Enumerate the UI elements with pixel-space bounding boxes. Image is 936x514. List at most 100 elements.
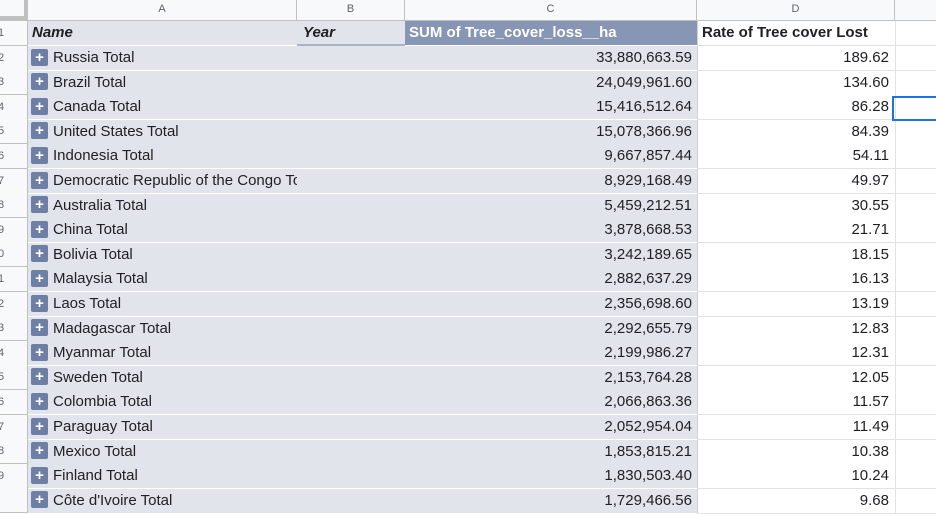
sum-cell[interactable]: 2,882,637.29 <box>405 267 697 293</box>
sum-cell[interactable]: 2,052,954.04 <box>405 415 697 440</box>
column-header-d[interactable]: D <box>697 0 895 20</box>
name-cell[interactable]: + Brazil Total <box>28 70 297 96</box>
name-cell[interactable]: + Australia Total <box>28 193 297 219</box>
header-rate-tree-cover-lost[interactable]: Rate of Tree cover Lost <box>697 21 895 46</box>
rate-cell[interactable]: 12.83 <box>697 316 895 342</box>
year-cell[interactable] <box>297 95 405 121</box>
sum-cell[interactable]: 1,853,815.21 <box>405 439 697 465</box>
empty-cell[interactable] <box>895 316 936 342</box>
name-cell[interactable]: + Colombia Total <box>28 390 297 416</box>
expand-plus-icon[interactable]: + <box>31 294 48 312</box>
row-number[interactable]: 9 <box>0 217 28 243</box>
empty-cell[interactable] <box>895 415 936 440</box>
header-year[interactable]: Year <box>297 21 405 46</box>
rate-cell[interactable]: 21.71 <box>697 218 895 244</box>
row-number[interactable]: 1 <box>0 267 28 292</box>
expand-plus-icon[interactable]: + <box>31 319 48 337</box>
rate-cell[interactable]: 84.39 <box>697 119 895 145</box>
sum-cell[interactable]: 1,830,503.40 <box>405 464 697 490</box>
name-cell[interactable]: + Paraguay Total <box>28 415 297 440</box>
year-cell[interactable] <box>297 193 405 219</box>
row-number[interactable]: 7 <box>0 414 28 440</box>
year-cell[interactable] <box>297 218 405 244</box>
rate-cell[interactable]: 11.57 <box>697 390 895 416</box>
column-header-c[interactable]: C <box>405 0 697 20</box>
year-cell[interactable] <box>297 439 405 465</box>
empty-cell[interactable] <box>895 439 936 465</box>
empty-cell[interactable] <box>895 341 936 367</box>
empty-cell[interactable] <box>895 70 936 96</box>
expand-plus-icon[interactable]: + <box>31 466 48 484</box>
sum-cell[interactable]: 15,078,366.96 <box>405 119 697 145</box>
sum-cell[interactable]: 3,878,668.53 <box>405 218 697 244</box>
empty-cell[interactable] <box>895 193 936 219</box>
year-cell[interactable] <box>297 169 405 194</box>
expand-plus-icon[interactable]: + <box>31 417 48 435</box>
empty-cell[interactable] <box>895 144 936 170</box>
empty-cell[interactable] <box>895 119 936 145</box>
sum-cell[interactable]: 2,292,655.79 <box>405 316 697 342</box>
rate-cell[interactable]: 30.55 <box>697 193 895 219</box>
row-number[interactable]: 0 <box>0 242 28 268</box>
year-cell[interactable] <box>297 46 405 71</box>
row-number[interactable]: 5 <box>0 365 28 391</box>
name-cell[interactable]: + China Total <box>28 218 297 244</box>
empty-cell[interactable] <box>895 488 936 514</box>
expand-plus-icon[interactable]: + <box>31 171 48 189</box>
year-cell[interactable] <box>297 119 405 145</box>
sum-cell[interactable]: 1,729,466.56 <box>405 488 697 514</box>
year-cell[interactable] <box>297 316 405 342</box>
row-number[interactable]: 4 <box>0 340 28 366</box>
rate-cell[interactable]: 12.05 <box>697 365 895 391</box>
rate-cell[interactable]: 134.60 <box>697 70 895 96</box>
empty-cell[interactable] <box>895 242 936 268</box>
row-number[interactable]: 4 <box>0 94 28 120</box>
selected-cell-outline[interactable] <box>892 96 936 121</box>
name-cell[interactable]: + Malaysia Total <box>28 267 297 293</box>
empty-cell[interactable] <box>895 390 936 416</box>
rate-cell[interactable]: 12.31 <box>697 341 895 367</box>
name-cell[interactable]: + Democratic Republic of the Congo Total <box>28 169 317 194</box>
header-name[interactable]: Name <box>28 21 297 46</box>
empty-cell[interactable] <box>895 365 936 391</box>
name-cell[interactable]: + Mexico Total <box>28 439 297 465</box>
row-number[interactable]: 1 <box>0 21 28 46</box>
row-number[interactable]: 2 <box>0 45 28 71</box>
empty-cell[interactable] <box>895 292 936 317</box>
row-number[interactable] <box>0 488 28 514</box>
sum-cell[interactable]: 3,242,189.65 <box>405 242 697 268</box>
name-cell[interactable]: + Russia Total <box>28 46 297 71</box>
empty-cell[interactable] <box>895 95 936 121</box>
year-cell[interactable] <box>297 242 405 268</box>
sum-cell[interactable]: 2,356,698.60 <box>405 292 697 317</box>
year-cell[interactable] <box>297 144 405 170</box>
sum-cell[interactable]: 2,199,986.27 <box>405 341 697 367</box>
name-cell[interactable]: + Canada Total <box>28 95 297 121</box>
rate-cell[interactable]: 9.68 <box>697 488 895 514</box>
expand-plus-icon[interactable]: + <box>31 73 48 91</box>
select-all-corner[interactable] <box>0 0 28 20</box>
year-cell[interactable] <box>297 464 405 490</box>
rate-cell[interactable]: 189.62 <box>697 46 895 71</box>
expand-plus-icon[interactable]: + <box>31 245 48 263</box>
empty-cell[interactable] <box>895 464 936 490</box>
name-cell[interactable]: + Sweden Total <box>28 365 297 391</box>
sum-cell[interactable]: 5,459,212.51 <box>405 193 697 219</box>
row-number[interactable]: 3 <box>0 316 28 342</box>
row-number[interactable]: 5 <box>0 119 28 145</box>
name-cell[interactable]: + United States Total <box>28 119 297 145</box>
rate-cell[interactable]: 10.24 <box>697 464 895 490</box>
rate-cell[interactable]: 11.49 <box>697 415 895 440</box>
row-number[interactable]: 8 <box>0 439 28 465</box>
rate-cell[interactable]: 16.13 <box>697 267 895 293</box>
empty-cell[interactable] <box>895 169 936 194</box>
row-number[interactable]: 7 <box>0 168 28 194</box>
year-cell[interactable] <box>297 415 405 440</box>
column-header-a[interactable]: A <box>28 0 297 20</box>
row-number[interactable]: 9 <box>0 463 28 489</box>
sum-cell[interactable]: 24,049,961.60 <box>405 70 697 96</box>
expand-plus-icon[interactable]: + <box>31 48 48 66</box>
rate-cell[interactable]: 49.97 <box>697 169 895 194</box>
sum-cell[interactable]: 2,153,764.28 <box>405 365 697 391</box>
year-cell[interactable] <box>297 488 405 514</box>
